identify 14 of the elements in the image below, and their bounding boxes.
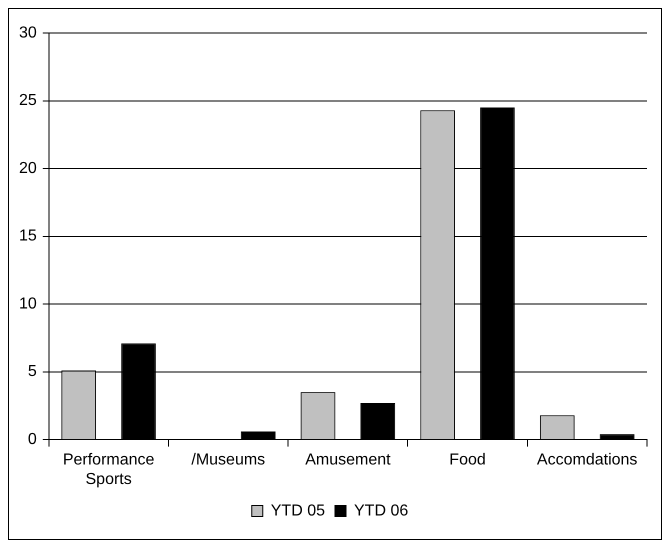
y-tick-label: 25 [19,92,37,110]
y-tick-label: 20 [19,160,37,177]
x-tick-label: Accomdations [536,452,638,469]
x-tick-label: Food [449,452,486,469]
x-tick-label: Amusement [305,452,392,469]
y-tick-label: 0 [28,431,37,448]
legend-label: YTD 06 [354,502,408,520]
legend-label: YTD 05 [270,502,326,520]
x-tick-label: /Museums [191,452,266,469]
y-tick-label: 5 [28,363,37,380]
x-tick-label: Performance Sports [62,452,155,488]
y-tick-label: 30 [19,24,37,42]
y-tick-label: 10 [19,295,37,312]
y-tick-label: 15 [19,228,37,245]
